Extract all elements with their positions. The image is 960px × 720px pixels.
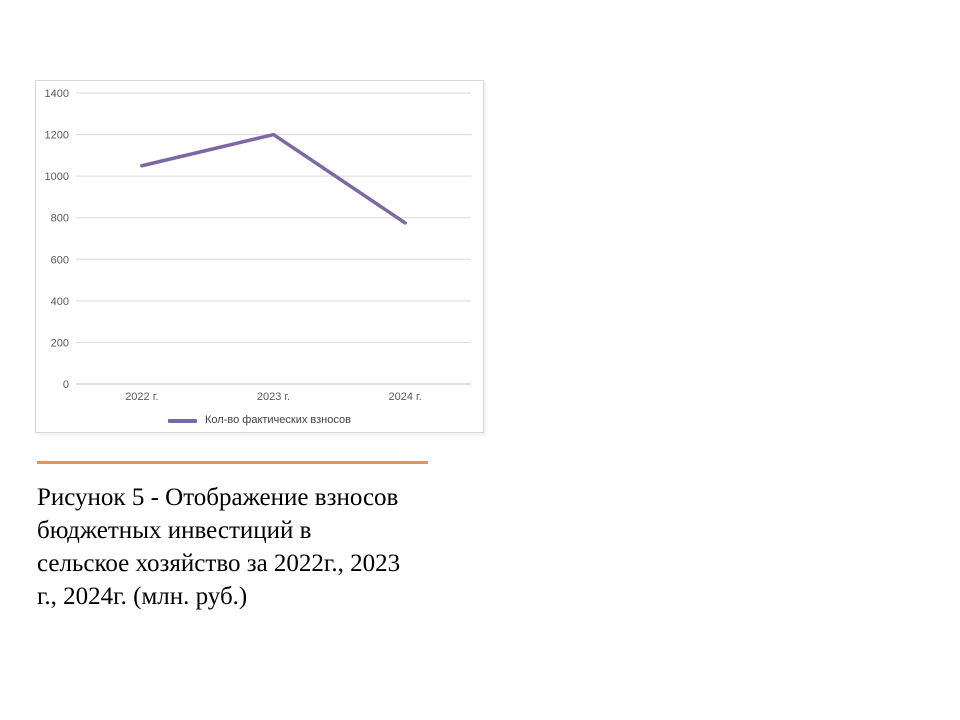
chart-legend: Кол-во фактических взносов xyxy=(36,415,483,426)
svg-text:400: 400 xyxy=(51,296,69,308)
svg-text:1400: 1400 xyxy=(45,88,69,100)
svg-text:2022 г.: 2022 г. xyxy=(125,391,158,403)
figure-caption: Рисунок 5 - Отображение взносов бюджетны… xyxy=(37,481,447,613)
svg-text:600: 600 xyxy=(51,254,69,266)
legend-line-swatch xyxy=(168,418,198,423)
svg-text:200: 200 xyxy=(51,337,69,349)
svg-text:1200: 1200 xyxy=(45,130,69,142)
svg-text:0: 0 xyxy=(63,379,69,391)
svg-text:2024 г.: 2024 г. xyxy=(389,391,422,403)
legend-label: Кол-во фактических взносов xyxy=(205,414,351,426)
svg-text:2023 г.: 2023 г. xyxy=(257,391,290,403)
figure-caption-line: бюджетных инвестиций в xyxy=(37,517,312,544)
svg-text:800: 800 xyxy=(51,213,69,225)
line-chart-card: 0 200 400 600 800 1000 1200 1400 2022 г. 2023 г. 2… xyxy=(35,80,484,433)
figure-caption-line: г., 2024г. (млн. руб.) xyxy=(37,583,248,610)
figure-caption-line: сельское хозяйство за 2022г., 2023 xyxy=(37,550,401,577)
figure-caption-line: Рисунок 5 - Отображение взносов xyxy=(37,484,399,511)
svg-text:1000: 1000 xyxy=(45,171,69,183)
figure-divider xyxy=(37,461,428,464)
line-chart-svg: 0 200 400 600 800 1000 1200 1400 2022 г. 2023 г. 2… xyxy=(45,88,471,403)
